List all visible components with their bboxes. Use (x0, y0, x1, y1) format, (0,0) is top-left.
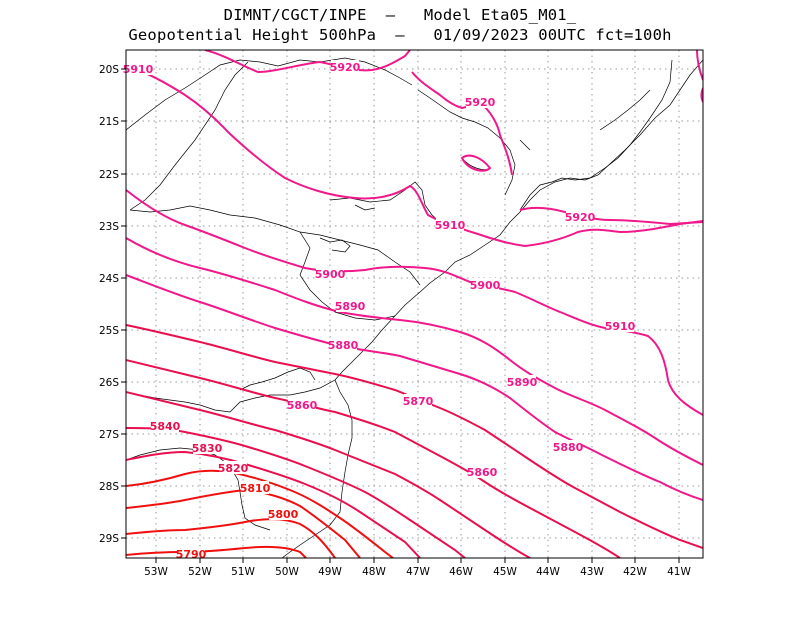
lon-tick-label: 41W (667, 566, 691, 578)
contour-label: 5790 (176, 548, 207, 561)
lon-tick-label: 47W (406, 566, 430, 578)
lon-tick-label: 53W (144, 566, 168, 578)
contour-label: 5910 (123, 63, 154, 76)
lat-tick-label: 28S (99, 481, 119, 493)
contour-label: 5830 (192, 442, 223, 455)
lon-tick-label: 52W (188, 566, 212, 578)
contour-label: 5920 (465, 96, 496, 109)
title-line-1: DIMNT/CGCT/INPE – Model Eta05_M01_ (223, 6, 577, 24)
lat-tick-label: 23S (99, 221, 119, 233)
contour-label: 5910 (435, 219, 466, 232)
lat-tick-label: 22S (99, 169, 119, 181)
contour-lines (126, 50, 703, 558)
lat-tick-label: 24S (99, 273, 119, 285)
contour-label: 5920 (330, 61, 361, 74)
lon-tick-label: 48W (362, 566, 386, 578)
contour-label: 5880 (553, 441, 584, 454)
contour-label: 5870 (403, 395, 434, 408)
lon-tick-label: 50W (275, 566, 299, 578)
lon-tick-label: 49W (318, 566, 342, 578)
contour-label: 5860 (287, 399, 318, 412)
contour-label: 5860 (467, 466, 498, 479)
contour-label: 5880 (328, 339, 359, 352)
grid (126, 50, 703, 558)
lat-tick-label: 21S (99, 116, 119, 128)
map-frame (125, 49, 704, 559)
lon-tick-label: 44W (536, 566, 560, 578)
lon-labels: 53W 52W 51W 50W 49W 48W 47W 46W 45W 44W … (144, 566, 691, 578)
contour-labels: 5910 5920 5920 5910 5920 5900 5900 5890 … (123, 60, 636, 561)
contour-label: 5840 (150, 420, 181, 433)
contour-label: 5900 (315, 268, 346, 281)
contour-label: 5910 (605, 320, 636, 333)
lat-tick-label: 25S (99, 325, 119, 337)
lon-tick-label: 46W (449, 566, 473, 578)
contour-label: 5810 (240, 482, 271, 495)
lat-labels: 20S 21S 22S 23S 24S 25S 26S 27S 28S 29S (99, 64, 119, 545)
title-line-2: Geopotential Height 500hPa – 01/09/2023 … (128, 26, 672, 44)
lat-tick-label: 20S (99, 64, 119, 76)
contour-label: 5820 (218, 462, 249, 475)
contour-label: 5890 (507, 376, 538, 389)
lon-tick-label: 51W (231, 566, 255, 578)
lat-tick-label: 29S (99, 533, 119, 545)
contour-label: 5800 (268, 508, 299, 521)
lon-tick-label: 45W (493, 566, 517, 578)
tick-marks (121, 68, 680, 563)
lon-tick-label: 43W (580, 566, 604, 578)
lon-tick-label: 42W (623, 566, 647, 578)
lat-tick-label: 26S (99, 377, 119, 389)
contour-label: 5900 (470, 279, 501, 292)
coastline-borders (126, 57, 703, 558)
contour-label: 5920 (565, 211, 596, 224)
lat-tick-label: 27S (99, 429, 119, 441)
contour-label: 5890 (335, 300, 366, 313)
